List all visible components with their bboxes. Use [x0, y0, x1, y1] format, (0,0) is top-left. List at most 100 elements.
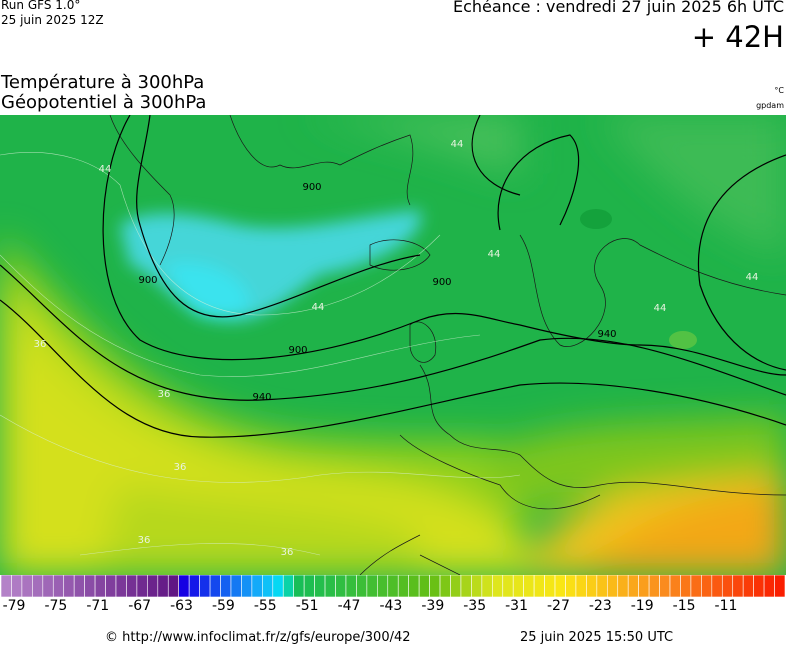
- color-swatch: [335, 575, 347, 598]
- colorbar-tick-label: -27: [547, 598, 570, 614]
- color-swatch: [314, 575, 326, 598]
- color-swatch: [230, 575, 242, 598]
- color-swatch: [711, 575, 723, 598]
- color-swatch: [178, 575, 190, 598]
- color-swatch: [659, 575, 671, 598]
- color-swatch: [115, 575, 127, 598]
- color-swatch: [596, 575, 608, 598]
- lead-time: + 42H: [691, 20, 784, 54]
- color-swatch: [439, 575, 451, 598]
- color-swatch: [52, 575, 65, 598]
- contour-label: 44: [451, 139, 464, 150]
- coastlines: [109, 115, 786, 575]
- colorbar-tick-label: -79: [2, 598, 26, 614]
- contour-label: 36: [281, 547, 294, 558]
- color-swatch: [721, 575, 734, 598]
- color-swatch: [742, 575, 754, 598]
- color-swatch: [533, 575, 545, 598]
- color-swatch: [565, 575, 577, 598]
- color-swatch: [94, 575, 106, 598]
- isohypses: [0, 115, 786, 438]
- color-swatch: [450, 575, 462, 598]
- colorbar-tick-label: -59: [211, 598, 235, 614]
- color-swatch: [575, 575, 587, 598]
- color-swatch: [345, 575, 357, 598]
- contour-label: 44: [312, 302, 325, 313]
- colorbar-tick-label: -35: [463, 598, 487, 614]
- color-swatch: [763, 575, 775, 598]
- contour-label: 36: [158, 389, 171, 400]
- color-swatch: [429, 575, 441, 598]
- contour-label: 44: [99, 164, 112, 175]
- contour-label: 900: [432, 277, 451, 288]
- color-swatch: [21, 575, 33, 598]
- color-swatch: [648, 575, 660, 598]
- contour-label: 44: [654, 303, 667, 314]
- color-swatch: [73, 575, 85, 598]
- color-swatch: [418, 575, 430, 598]
- color-swatch: [523, 575, 535, 598]
- colorbar-tick-label: -71: [86, 598, 110, 614]
- color-swatch: [84, 575, 96, 598]
- color-swatch: [105, 575, 117, 598]
- color-swatch: [471, 575, 483, 598]
- colorbar-tick-label: -31: [505, 598, 528, 614]
- colorbar-tick-label: -55: [253, 598, 277, 614]
- timestamp: 25 juin 2025 15:50 UTC: [520, 630, 674, 645]
- color-swatch: [586, 575, 598, 598]
- unit-label: °C: [774, 86, 784, 95]
- valid-time: Echéance : vendredi 27 juin 2025 6h UTC: [452, 0, 784, 16]
- colorbar-ticks: -79 -75 -71 -67 -63 -59 -55 -51 -47 -43 -39 -35 -31 -…: [0, 598, 786, 620]
- color-swatch: [126, 575, 138, 598]
- contour-label: 940: [252, 392, 271, 403]
- color-swatch: [0, 575, 12, 598]
- temperature-field: [0, 115, 786, 575]
- color-swatch: [272, 575, 284, 598]
- colorbar-tick-label: -15: [672, 598, 696, 614]
- color-swatch: [199, 575, 211, 598]
- color-swatch: [282, 575, 294, 598]
- colorbar-tick-label: -75: [44, 598, 68, 614]
- color-swatch: [680, 575, 692, 598]
- color-swatch: [701, 575, 713, 598]
- title-line: Température à 300hPa: [1, 72, 205, 93]
- color-swatch: [638, 575, 650, 598]
- map: 900 900 900 900 940 940 44 44 44 44 44 44 36 36 36 36 36: [0, 115, 786, 575]
- color-swatch: [408, 575, 420, 598]
- colorbar-tick-label: -47: [337, 598, 361, 614]
- isotherms: [0, 152, 521, 556]
- color-swatch: [492, 575, 504, 598]
- color-swatch: [753, 575, 765, 598]
- colorbar-tick-label: -51: [295, 598, 319, 614]
- color-swatch: [356, 575, 368, 598]
- contour-label: 36: [34, 339, 47, 350]
- source-link: © http://www.infoclimat.fr/z/gfs/europe/…: [105, 630, 411, 645]
- color-swatch: [460, 575, 472, 598]
- colorbar-tick-label: -43: [379, 598, 403, 614]
- run-date: 25 juin 2025 12Z: [1, 13, 104, 27]
- color-swatch: [11, 575, 23, 598]
- colorbar-tick-label: -19: [630, 598, 654, 614]
- colorbar-tick-label: -39: [421, 598, 445, 614]
- color-swatch: [157, 575, 169, 598]
- contour-label: 900: [138, 275, 157, 286]
- colorbar-tick-label: -67: [128, 598, 152, 614]
- color-swatch: [481, 575, 493, 598]
- color-swatch: [627, 575, 639, 598]
- color-swatch: [32, 575, 44, 598]
- contour-label: 940: [597, 329, 616, 340]
- contour-label: 44: [488, 249, 501, 260]
- color-swatch: [502, 575, 514, 598]
- contour-label: 36: [174, 462, 187, 473]
- color-swatch: [167, 575, 180, 598]
- color-swatch: [554, 575, 566, 598]
- color-swatch: [690, 575, 702, 598]
- colorbar-tick-label: -23: [588, 598, 612, 614]
- color-swatch: [324, 575, 336, 598]
- color-swatch: [544, 575, 556, 598]
- color-swatch: [147, 575, 159, 598]
- color-swatch: [377, 575, 389, 598]
- contour-label: 900: [288, 345, 307, 356]
- color-swatch: [42, 575, 54, 598]
